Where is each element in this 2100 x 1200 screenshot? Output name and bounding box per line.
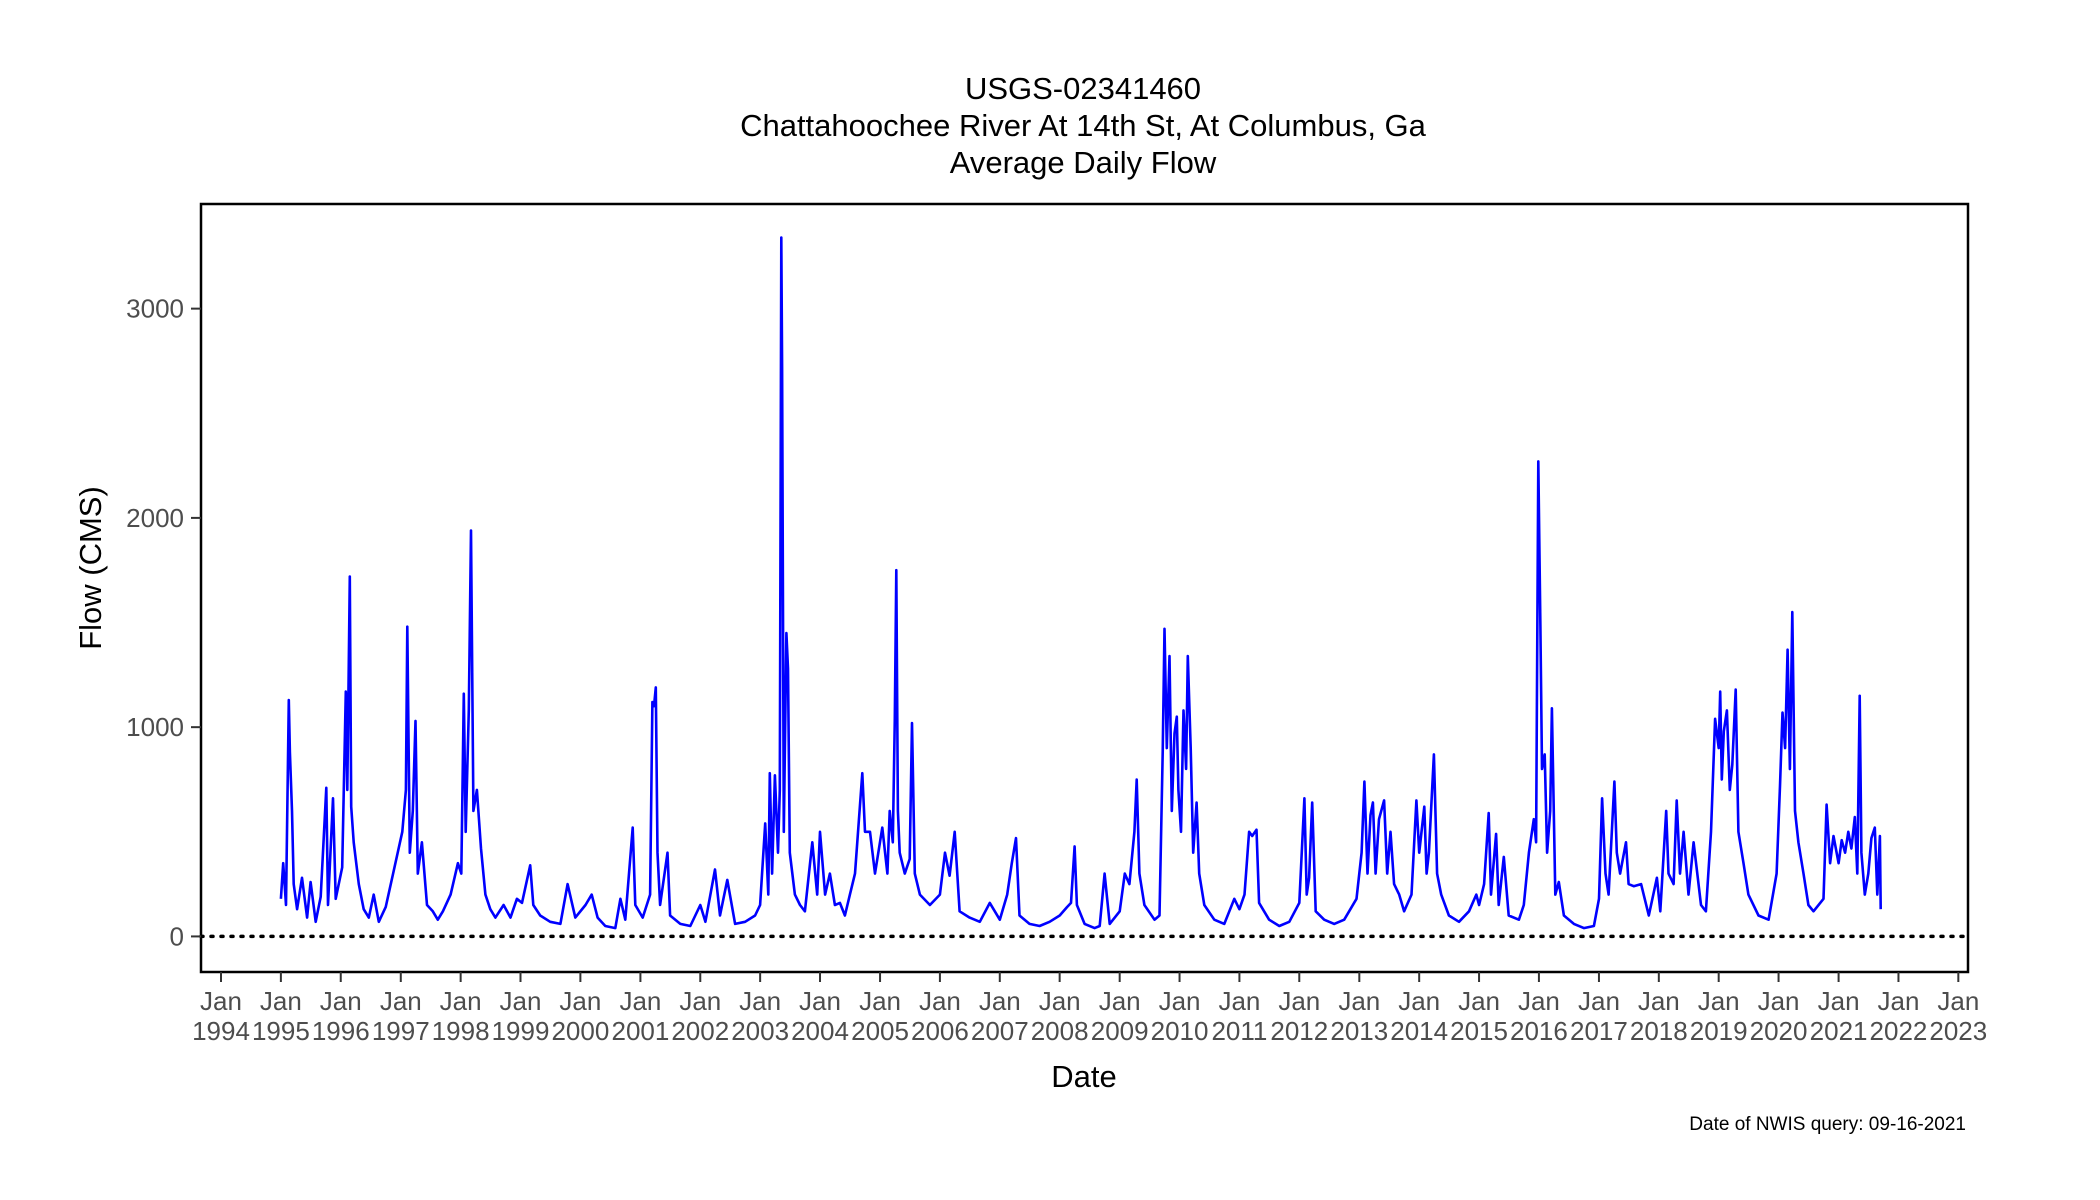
x-tick-label-year: 2005: [851, 1016, 909, 1046]
x-tick-label-month: Jan: [799, 986, 841, 1016]
x-tick-label-year: 1994: [192, 1016, 250, 1046]
x-tick-label-month: Jan: [440, 986, 482, 1016]
x-tick-label-month: Jan: [500, 986, 542, 1016]
x-tick-label-month: Jan: [1518, 986, 1560, 1016]
x-tick-label-year: 2003: [731, 1016, 789, 1046]
x-tick-label-month: Jan: [1578, 986, 1620, 1016]
x-tick-label-month: Jan: [1398, 986, 1440, 1016]
x-tick-label-year: 2002: [671, 1016, 729, 1046]
x-tick-label-month: Jan: [320, 986, 362, 1016]
x-tick-label-year: 1996: [312, 1016, 370, 1046]
x-tick-label-year: 2017: [1570, 1016, 1628, 1046]
x-tick-label-month: Jan: [1758, 986, 1800, 1016]
y-tick-label: 0: [170, 921, 184, 951]
x-tick-label-year: 2012: [1270, 1016, 1328, 1046]
plot-panel: [199, 202, 1970, 974]
x-tick-label-year: 2019: [1690, 1016, 1748, 1046]
y-axis: 0 1000 2000 3000: [126, 294, 201, 951]
x-tick-label-year: 2020: [1750, 1016, 1808, 1046]
chart-title-line-3: Average Daily Flow: [950, 145, 1217, 180]
x-tick-label-month: Jan: [1159, 986, 1201, 1016]
x-tick-label-year: 2009: [1091, 1016, 1149, 1046]
x-tick-label-month: Jan: [919, 986, 961, 1016]
x-tick-label-year: 2011: [1211, 1016, 1267, 1046]
x-axis: Jan1994Jan1995Jan1996Jan1997Jan1998Jan19…: [192, 972, 1987, 1046]
x-tick-label-year: 1998: [432, 1016, 490, 1046]
x-tick-label-month: Jan: [979, 986, 1021, 1016]
x-tick-label-month: Jan: [1218, 986, 1260, 1016]
flow-series-line: [279, 236, 1882, 930]
x-tick-label-month: Jan: [1278, 986, 1320, 1016]
x-tick-label-month: Jan: [1698, 986, 1740, 1016]
x-tick-label-month: Jan: [380, 986, 422, 1016]
y-axis-title: Flow (CMS): [73, 486, 108, 650]
x-tick-label-month: Jan: [1039, 986, 1081, 1016]
x-tick-label-year: 2004: [791, 1016, 849, 1046]
x-tick-label-month: Jan: [1638, 986, 1680, 1016]
x-tick-label-year: 2010: [1151, 1016, 1209, 1046]
x-axis-title: Date: [1051, 1059, 1116, 1094]
x-tick-label-month: Jan: [1937, 986, 1979, 1016]
x-tick-label-year: 2016: [1510, 1016, 1568, 1046]
y-tick-label: 2000: [126, 503, 184, 533]
x-tick-label-year: 2015: [1450, 1016, 1508, 1046]
x-tick-label-year: 1995: [252, 1016, 310, 1046]
x-tick-label-year: 2001: [611, 1016, 669, 1046]
x-tick-label-month: Jan: [739, 986, 781, 1016]
chart-title-line-2: Chattahoochee River At 14th St, At Colum…: [740, 108, 1427, 143]
x-tick-label-year: 2006: [911, 1016, 969, 1046]
chart-title: USGS-02341460 Chattahoochee River At 14t…: [740, 71, 1427, 180]
x-tick-label-month: Jan: [619, 986, 661, 1016]
x-tick-label-month: Jan: [559, 986, 601, 1016]
series-group: [279, 236, 1882, 930]
x-tick-label-month: Jan: [859, 986, 901, 1016]
x-tick-label-year: 2014: [1390, 1016, 1448, 1046]
x-tick-label-year: 2007: [971, 1016, 1029, 1046]
x-tick-label-month: Jan: [260, 986, 302, 1016]
y-tick-label: 1000: [126, 712, 184, 742]
x-tick-label-month: Jan: [1458, 986, 1500, 1016]
x-tick-label-month: Jan: [1818, 986, 1860, 1016]
x-tick-label-year: 2013: [1330, 1016, 1388, 1046]
x-tick-label-year: 2021: [1810, 1016, 1868, 1046]
x-tick-label-year: 2018: [1630, 1016, 1688, 1046]
x-tick-label-month: Jan: [1099, 986, 1141, 1016]
x-tick-label-month: Jan: [200, 986, 242, 1016]
x-tick-label-month: Jan: [679, 986, 721, 1016]
x-tick-label-month: Jan: [1877, 986, 1919, 1016]
x-tick-label-year: 1999: [492, 1016, 550, 1046]
chart-title-line-1: USGS-02341460: [965, 71, 1201, 106]
y-tick-label: 3000: [126, 294, 184, 324]
x-tick-label-year: 2023: [1929, 1016, 1987, 1046]
x-tick-label-year: 2022: [1870, 1016, 1928, 1046]
query-date-caption: Date of NWIS query: 09-16-2021: [1689, 1114, 1966, 1135]
x-tick-label-year: 2000: [551, 1016, 609, 1046]
x-tick-label-month: Jan: [1338, 986, 1380, 1016]
x-tick-label-year: 1997: [372, 1016, 430, 1046]
x-tick-label-year: 2008: [1031, 1016, 1089, 1046]
